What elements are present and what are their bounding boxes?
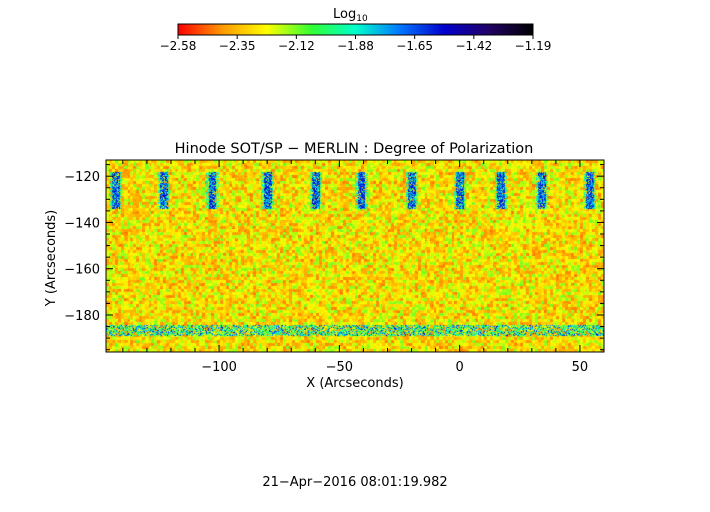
- colorbar-label-sub: 10: [356, 14, 368, 24]
- colorbar-tick-label: −1.65: [396, 39, 433, 53]
- x-axis: −100 −50 0 50: [122, 160, 605, 375]
- plot-frame: [105, 159, 605, 353]
- heatmap-image: [106, 160, 604, 352]
- plot: Hinode SOT/SP − MERLIN : Degree of Polar…: [44, 141, 605, 391]
- colorbar-ticks: −2.58 −2.35 −2.12 −1.88 −1.65 −1.42 −1.19: [160, 35, 552, 53]
- colorbar-tick-label: −1.19: [515, 39, 552, 53]
- colorbar-tick-label: −1.42: [455, 39, 492, 53]
- colorbar-gradient: [177, 23, 534, 36]
- chart-title: Hinode SOT/SP − MERLIN : Degree of Polar…: [175, 141, 534, 157]
- x-tick-label: −100: [201, 360, 237, 375]
- y-axis-label: Y (Arcseconds): [44, 210, 59, 307]
- y-tick-label: −160: [64, 263, 100, 278]
- x-axis-label: X (Arcseconds): [306, 376, 403, 391]
- y-tick-label: −180: [64, 309, 100, 324]
- timestamp: 21−Apr−2016 08:01:19.982: [262, 475, 447, 490]
- y-axis: −180 −160 −140 −120: [64, 164, 604, 351]
- colorbar-label: Log10: [333, 7, 368, 24]
- y-tick-label: −140: [64, 216, 100, 231]
- colorbar: Log10 −2.58 −2.35 −2.12 −1.88 −1.65 −1.42 −1.1…: [160, 7, 552, 53]
- x-tick-label: 50: [572, 360, 589, 375]
- x-tick-label: −50: [326, 360, 353, 375]
- y-tick-label: −120: [64, 170, 100, 185]
- colorbar-tick-label: −2.35: [219, 39, 256, 53]
- x-tick-label: 0: [456, 360, 464, 375]
- colorbar-label-main: Log: [333, 7, 356, 22]
- colorbar-tick-label: −1.88: [337, 39, 374, 53]
- colorbar-tick-label: −2.58: [160, 39, 197, 53]
- colorbar-tick-label: −2.12: [278, 39, 315, 53]
